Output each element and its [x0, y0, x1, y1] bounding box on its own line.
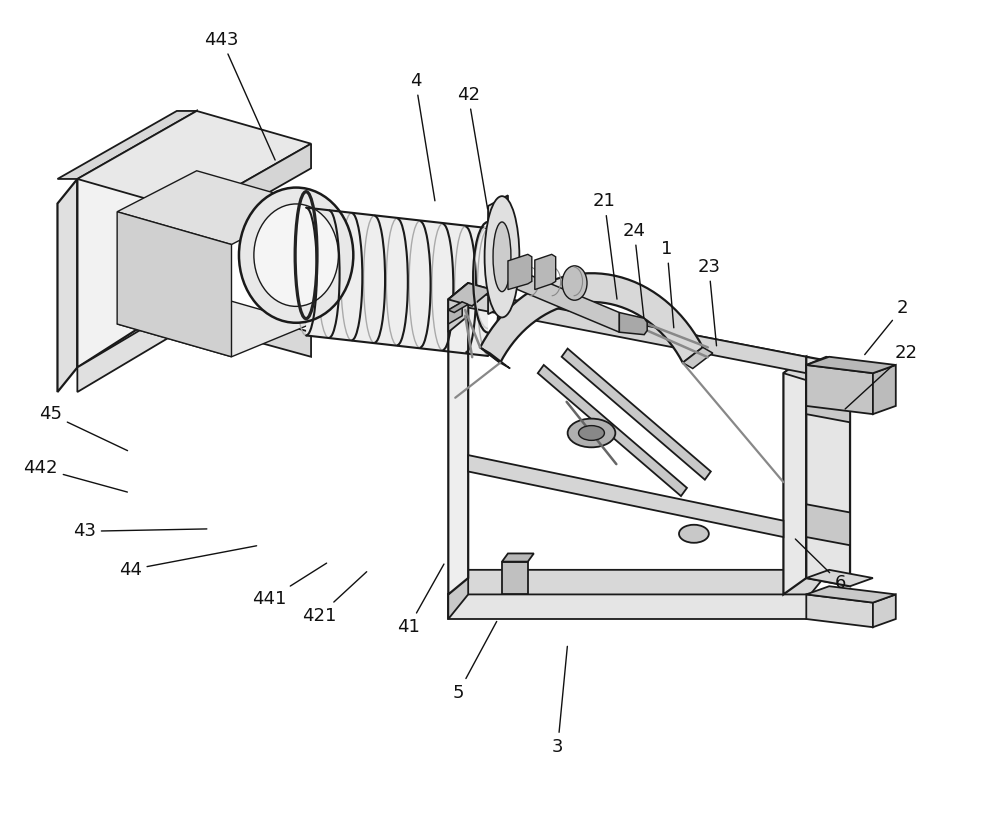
Text: 3: 3: [552, 646, 567, 756]
Polygon shape: [502, 263, 619, 332]
Polygon shape: [57, 179, 77, 392]
Polygon shape: [448, 302, 468, 313]
Ellipse shape: [485, 196, 519, 318]
Polygon shape: [117, 171, 311, 244]
Polygon shape: [683, 347, 713, 369]
Polygon shape: [57, 111, 197, 179]
Polygon shape: [508, 254, 532, 290]
Polygon shape: [448, 283, 468, 595]
Polygon shape: [117, 291, 311, 356]
Polygon shape: [77, 111, 197, 367]
Polygon shape: [448, 595, 810, 619]
Polygon shape: [448, 570, 830, 595]
Polygon shape: [502, 562, 528, 595]
Polygon shape: [806, 595, 873, 627]
Text: 42: 42: [457, 86, 488, 209]
Polygon shape: [806, 365, 850, 422]
Text: 443: 443: [204, 31, 275, 160]
Polygon shape: [77, 111, 311, 212]
Polygon shape: [448, 283, 498, 308]
Text: 41: 41: [397, 564, 444, 636]
Polygon shape: [448, 283, 468, 332]
Polygon shape: [873, 365, 896, 414]
Polygon shape: [873, 595, 896, 627]
Ellipse shape: [579, 426, 604, 441]
Polygon shape: [448, 283, 492, 306]
Polygon shape: [562, 349, 711, 479]
Polygon shape: [619, 313, 647, 335]
Polygon shape: [448, 570, 468, 619]
Text: 23: 23: [697, 257, 720, 346]
Polygon shape: [535, 254, 556, 290]
Polygon shape: [806, 570, 873, 587]
Polygon shape: [468, 291, 806, 373]
Polygon shape: [806, 504, 850, 545]
Text: 24: 24: [623, 222, 646, 318]
Ellipse shape: [493, 222, 511, 291]
Text: 45: 45: [39, 405, 128, 450]
Ellipse shape: [254, 204, 338, 306]
Polygon shape: [806, 356, 850, 587]
Text: 43: 43: [73, 522, 207, 540]
Text: 2: 2: [865, 299, 909, 355]
Polygon shape: [488, 196, 508, 314]
Text: 21: 21: [593, 192, 617, 299]
Polygon shape: [806, 356, 896, 373]
Ellipse shape: [679, 525, 709, 543]
Polygon shape: [192, 144, 311, 236]
Text: 4: 4: [410, 72, 435, 200]
Polygon shape: [783, 356, 833, 381]
Text: 6: 6: [795, 539, 846, 592]
Text: 5: 5: [452, 621, 497, 702]
Text: 44: 44: [119, 546, 257, 579]
Ellipse shape: [239, 187, 353, 323]
Polygon shape: [538, 365, 687, 496]
Polygon shape: [306, 208, 488, 356]
Text: 442: 442: [23, 460, 127, 492]
Polygon shape: [468, 455, 783, 537]
Text: 441: 441: [252, 563, 327, 608]
Polygon shape: [77, 299, 192, 392]
Polygon shape: [192, 299, 311, 356]
Polygon shape: [448, 302, 462, 324]
Polygon shape: [480, 273, 703, 363]
Polygon shape: [806, 365, 873, 414]
Polygon shape: [502, 554, 534, 562]
Text: 22: 22: [845, 345, 917, 409]
Ellipse shape: [562, 266, 587, 300]
Polygon shape: [117, 212, 232, 356]
Ellipse shape: [568, 418, 615, 447]
Text: 421: 421: [302, 572, 367, 625]
Text: 1: 1: [661, 239, 674, 328]
Polygon shape: [480, 347, 510, 369]
Polygon shape: [806, 587, 896, 602]
Polygon shape: [806, 356, 870, 373]
Polygon shape: [783, 356, 806, 595]
Polygon shape: [468, 291, 833, 365]
